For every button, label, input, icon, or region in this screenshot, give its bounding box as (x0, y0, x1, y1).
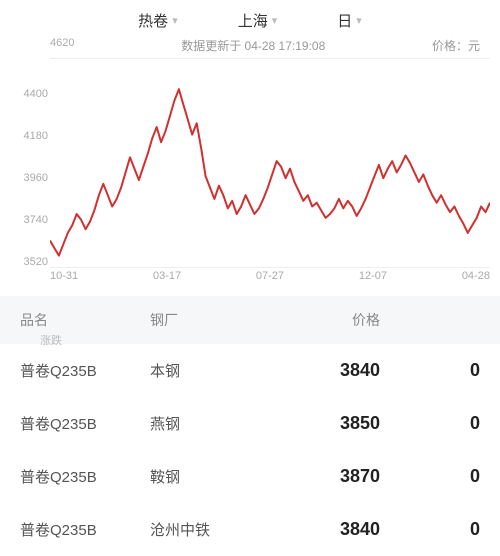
x-tick: 12-07 (359, 270, 387, 288)
table-row[interactable]: 普卷Q235B本钢38400 (0, 344, 500, 397)
cell-price: 3870 (280, 466, 430, 487)
x-tick: 07-27 (256, 270, 284, 288)
cell-price: 3840 (280, 519, 430, 540)
table-header: 品名 涨跌 钢厂 价格 (0, 296, 500, 344)
cell-chg: 0 (430, 466, 480, 487)
table-row[interactable]: 普卷Q235B燕钢38500 (0, 397, 500, 450)
x-tick: 10-31 (50, 270, 78, 288)
cell-mill: 本钢 (150, 360, 280, 381)
filter-city-label: 上海 (238, 10, 268, 31)
cell-chg: 0 (430, 519, 480, 540)
cell-name: 普卷Q235B (20, 413, 150, 434)
col-header-sub: 涨跌 (40, 332, 62, 348)
price-chart: 4400 4180 3960 3740 3520 10-31 03-17 07-… (0, 58, 500, 288)
table-row[interactable]: 普卷Q235B鞍钢38700 (0, 450, 500, 503)
col-header-price: 价格 (280, 310, 430, 330)
y-tick: 3520 (8, 256, 48, 268)
filter-product[interactable]: 热卷 ▾ (138, 10, 178, 31)
filter-bar: 热卷 ▾ 上海 ▾ 日 ▾ (0, 0, 500, 37)
cell-mill: 燕钢 (150, 413, 280, 434)
chevron-down-icon: ▾ (272, 14, 278, 27)
cell-chg: 0 (430, 413, 480, 434)
col-header-mill: 钢厂 (150, 310, 280, 330)
x-axis: 10-31 03-17 07-27 12-07 04-28 (50, 270, 490, 288)
x-tick: 04-28 (462, 270, 490, 288)
chart-meta: 4620 数据更新于 04-28 17:19:08 价格：元 (0, 37, 500, 58)
chart-plot (50, 58, 490, 268)
price-line (50, 89, 490, 255)
update-timestamp: 数据更新于 04-28 17:19:08 (181, 37, 325, 54)
filter-period-label: 日 (337, 10, 352, 31)
y-tick: 3960 (8, 172, 48, 184)
chevron-down-icon: ▾ (172, 14, 178, 27)
cell-mill: 沧州中铁 (150, 519, 280, 540)
cell-name: 普卷Q235B (20, 519, 150, 540)
filter-product-label: 热卷 (138, 10, 168, 31)
cell-name: 普卷Q235B (20, 360, 150, 381)
col-header-name: 品名 涨跌 (20, 310, 150, 330)
y-tick: 4180 (8, 130, 48, 142)
cell-price: 3840 (280, 360, 430, 381)
table-body: 普卷Q235B本钢38400普卷Q235B燕钢38500普卷Q235B鞍钢387… (0, 344, 500, 556)
table-row[interactable]: 普卷Q235B沧州中铁38400 (0, 503, 500, 556)
y-axis: 4400 4180 3960 3740 3520 (8, 58, 48, 268)
y-tick: 4400 (8, 88, 48, 100)
x-tick: 03-17 (153, 270, 181, 288)
filter-period[interactable]: 日 ▾ (337, 10, 362, 31)
col-header-chg (430, 310, 480, 330)
chevron-down-icon: ▾ (356, 14, 362, 27)
cell-price: 3850 (280, 413, 430, 434)
filter-city[interactable]: 上海 ▾ (238, 10, 278, 31)
price-unit-label: 价格：元 (432, 37, 480, 54)
chart-svg (50, 59, 490, 267)
y-tick: 3740 (8, 214, 48, 226)
y-tick-top: 4620 (50, 37, 74, 54)
cell-name: 普卷Q235B (20, 466, 150, 487)
cell-mill: 鞍钢 (150, 466, 280, 487)
cell-chg: 0 (430, 360, 480, 381)
